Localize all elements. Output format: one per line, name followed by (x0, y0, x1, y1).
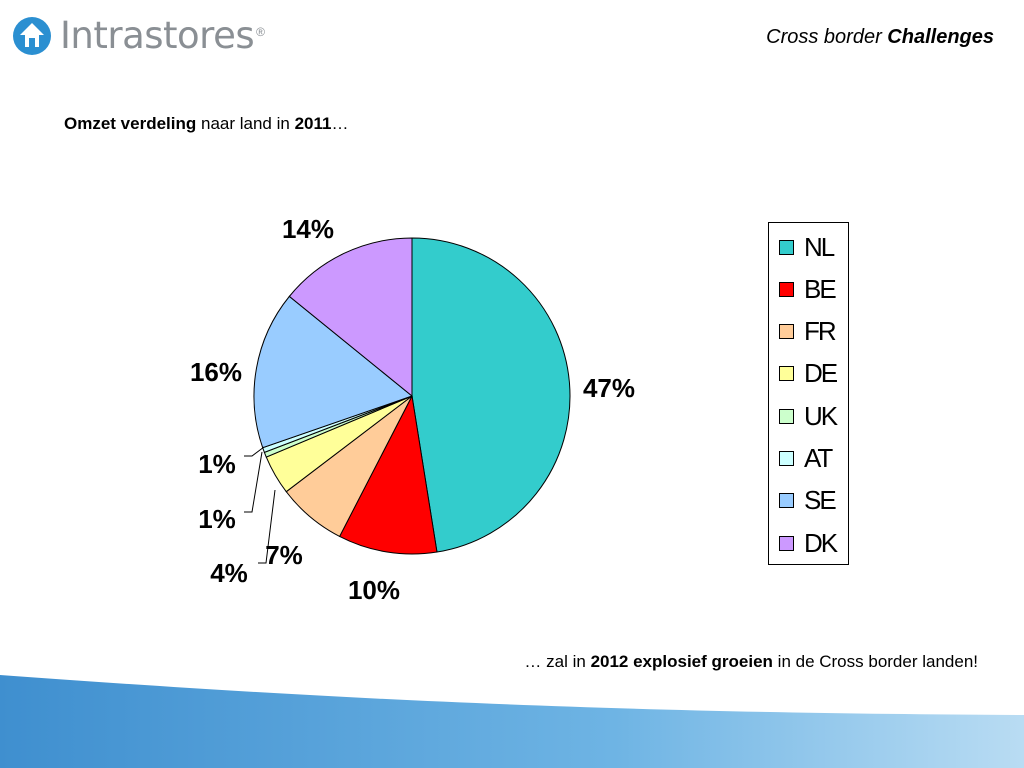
leader-line-at (244, 446, 265, 457)
footer-tail: in de Cross border landen! (772, 652, 978, 671)
leader-line-uk (244, 451, 263, 513)
data-label-de: 4% (210, 558, 248, 588)
chart-legend: NL BE FR DE UK AT SE DK (768, 222, 849, 565)
legend-swatch (779, 324, 794, 340)
legend-swatch (779, 239, 794, 255)
legend-item-at: AT (779, 441, 833, 477)
legend-item-se: SE (779, 483, 837, 519)
subtitle-bold-1: Omzet verdeling (64, 114, 197, 133)
legend-swatch (779, 451, 794, 466)
section-title-prefix: Cross border (766, 26, 888, 48)
footer-lead: … zal in (524, 652, 591, 671)
pie-chart: 47% 10% 7% 4% 1% 1% 16% 14% (190, 214, 635, 605)
legend-label: DE (804, 358, 838, 389)
registered-mark: ® (256, 25, 265, 39)
brand-name: Intrastores (60, 14, 255, 57)
legend-label: SE (804, 485, 837, 516)
logo-icon (13, 17, 51, 55)
legend-item-dk: DK (779, 525, 838, 561)
legend-item-nl: NL (779, 229, 835, 265)
leader-line-de (258, 489, 276, 564)
data-label-se: 16% (190, 357, 242, 387)
legend-swatch (779, 408, 794, 424)
section-title-bold: Challenges (887, 26, 994, 48)
footer-note: … zal in 2012 explosief groeien in de Cr… (524, 652, 978, 672)
data-label-dk: 14% (282, 214, 334, 244)
legend-item-de: DE (779, 356, 838, 392)
legend-swatch (779, 366, 794, 382)
subtitle-bold-2: 2011 (294, 114, 332, 133)
footer-bold: 2012 explosief groeien (590, 652, 773, 671)
legend-item-uk: UK (779, 398, 838, 434)
data-label-be: 10% (348, 575, 400, 605)
legend-swatch (779, 281, 794, 297)
legend-label: FR (804, 316, 837, 347)
chart-subtitle: Omzet verdeling naar land in 2011… (64, 114, 348, 134)
pie-slice-se (253, 295, 414, 449)
pie-slice-dk (288, 237, 413, 398)
legend-label: AT (804, 443, 833, 473)
subtitle-tail: … (331, 114, 349, 133)
legend-label: UK (804, 400, 838, 431)
data-label-fr: 7% (265, 540, 303, 570)
legend-label: NL (804, 231, 835, 262)
subtitle-mid: naar land in (196, 114, 295, 133)
legend-item-fr: FR (779, 314, 837, 350)
legend-swatch (779, 535, 794, 551)
pie-slice-be (338, 394, 438, 555)
legend-swatch (779, 493, 794, 509)
section-title: Cross border Challenges (766, 26, 994, 49)
legend-item-be: BE (779, 271, 837, 307)
data-label-nl: 47% (583, 373, 635, 403)
legend-label: DK (804, 527, 838, 558)
data-label-at: 1% (198, 449, 236, 479)
legend-label: BE (804, 273, 837, 304)
footer-wave (0, 675, 1024, 768)
brand-logo: Intrastores ® (12, 12, 265, 60)
data-label-uk: 1% (198, 504, 236, 534)
pie-slice-nl (411, 237, 571, 553)
